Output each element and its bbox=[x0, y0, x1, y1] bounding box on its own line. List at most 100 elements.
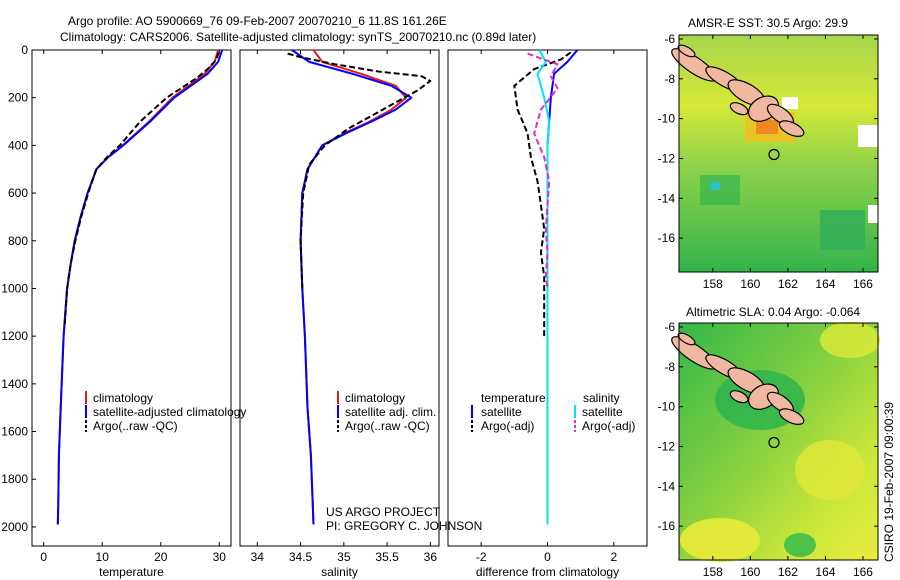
salinity-plot-area: 34 34.5 35 35.5 36 salinity bbox=[251, 49, 438, 579]
x-tick-label: 166 bbox=[853, 277, 873, 291]
y-tick-label: -10 bbox=[658, 112, 676, 126]
legend-temperature-argo-label: Argo(-adj) bbox=[481, 419, 534, 433]
sla-high-patch bbox=[680, 518, 760, 562]
sst-cool-patch bbox=[820, 210, 865, 250]
temperature-axes bbox=[31, 49, 232, 547]
y-tick-label: 1200 bbox=[1, 329, 28, 343]
sst-map-title: AMSR-E SST: 30.5 Argo: 29.9 bbox=[688, 16, 848, 30]
x-tick-label: 164 bbox=[815, 565, 835, 579]
legend-climatology-label: climatology bbox=[345, 391, 405, 405]
x-tick-label: 2 bbox=[610, 550, 617, 564]
y-tick-label: 1400 bbox=[1, 377, 28, 391]
series-line-salinity-satellite bbox=[536, 49, 551, 525]
x-tick-label: 0 bbox=[40, 550, 47, 564]
argo-float-position-marker bbox=[768, 148, 780, 161]
x-tick-label: 34.5 bbox=[289, 550, 313, 564]
island-shape bbox=[729, 390, 749, 404]
sla-map-frame bbox=[678, 322, 879, 561]
x-tick-label: 34 bbox=[251, 550, 265, 564]
sst-map-panel: AMSR-E SST: 30.5 Argo: 29.9 158 160 162 164… bbox=[658, 16, 879, 291]
legend-satellite-label: satellite-adjusted climatology bbox=[93, 405, 246, 419]
x-tick-label: 162 bbox=[778, 277, 798, 291]
island-shape bbox=[677, 44, 696, 58]
temperature-legend: climatology satellite-adjusted climatolo… bbox=[85, 391, 246, 433]
y-tick-label: -14 bbox=[658, 479, 676, 493]
legend-temperature-heading: temperature bbox=[481, 391, 546, 405]
sla-high-patch bbox=[795, 440, 865, 500]
series-line-climatology bbox=[299, 49, 408, 525]
sst-missing-patch bbox=[782, 97, 798, 109]
series-line-argo-raw-qc bbox=[287, 52, 432, 289]
legend-argo-label: Argo(..raw -QC) bbox=[345, 419, 430, 433]
island-shape bbox=[778, 120, 805, 137]
y-tick-label: -12 bbox=[658, 151, 676, 165]
x-axis-label: temperature bbox=[99, 565, 164, 579]
legend-climatology-label: climatology bbox=[93, 391, 153, 405]
legend-argo-label: Argo(..raw -QC) bbox=[93, 419, 178, 433]
y-tick-label: 600 bbox=[8, 186, 28, 200]
sst-map-axes: 158 160 162 164 166 -6 -8 -10 -12 -14 -16 bbox=[658, 32, 878, 291]
y-tick-label: -14 bbox=[658, 191, 676, 205]
argo-float-position-marker bbox=[768, 436, 780, 449]
salinity-legend: climatology satellite adj. clim. Argo(..… bbox=[337, 391, 436, 433]
sst-cyan-patch bbox=[710, 182, 720, 190]
x-tick-label: 164 bbox=[815, 277, 835, 291]
legend-temperature-satellite-label: satellite bbox=[481, 405, 522, 419]
x-tick-label: 10 bbox=[96, 550, 110, 564]
sst-missing-patch bbox=[868, 205, 878, 223]
x-tick-label: 160 bbox=[740, 565, 760, 579]
sla-low-patch bbox=[784, 533, 816, 557]
sla-map-panel: Altimetric SLA: 0.04 Argo: -0.064 158 160… bbox=[658, 305, 880, 579]
island-shape bbox=[778, 408, 805, 425]
x-tick-label: 36 bbox=[424, 550, 438, 564]
x-tick-label: 35.5 bbox=[375, 550, 399, 564]
series-line-salinity-argo-adj bbox=[527, 52, 559, 289]
legend-salinity-satellite-label: satellite bbox=[582, 405, 623, 419]
sla-map-axes: 158 160 162 164 166 -6 -8 -10 -12 -14 -16 bbox=[658, 320, 878, 579]
y-tick-label: -6 bbox=[664, 320, 675, 334]
y-tick-label: -12 bbox=[658, 439, 676, 453]
y-tick-label: -16 bbox=[658, 519, 676, 533]
x-tick-label: 158 bbox=[703, 565, 723, 579]
y-tick-label: 200 bbox=[8, 91, 28, 105]
x-tick-label: -2 bbox=[476, 550, 487, 564]
x-tick-label: 162 bbox=[778, 565, 798, 579]
series-line-satellite-adjusted-climatology bbox=[56, 49, 224, 525]
y-tick-label: 1800 bbox=[1, 472, 28, 486]
x-tick-label: 20 bbox=[154, 550, 168, 564]
plot-timestamp: CSIRO 19-Feb-2007 09:00:39 bbox=[882, 402, 896, 562]
x-axis-label: salinity bbox=[321, 565, 358, 579]
y-tick-label: -8 bbox=[664, 72, 675, 86]
salinity-panel: 34 34.5 35 35.5 36 salinity climatology satel… bbox=[239, 49, 482, 579]
salinity-axes bbox=[239, 49, 440, 547]
sst-map-patches bbox=[700, 97, 878, 250]
legend-salinity-argo-label: Argo(-adj) bbox=[582, 419, 635, 433]
legend-satellite-label: satellite adj. clim. bbox=[345, 405, 436, 419]
y-tick-label: 400 bbox=[8, 138, 28, 152]
x-tick-label: 30 bbox=[213, 550, 227, 564]
difference-legend: temperature salinity satellite Argo(-adj… bbox=[471, 391, 635, 433]
sst-map-frame bbox=[678, 34, 879, 273]
sla-map-islands bbox=[671, 332, 805, 425]
sst-map-islands bbox=[671, 44, 805, 137]
series-line-temperature-argo-adj bbox=[513, 51, 572, 337]
x-tick-label: 35 bbox=[337, 550, 351, 564]
y-tick-label: 0 bbox=[21, 43, 28, 57]
island-shape bbox=[677, 332, 696, 346]
y-tick-label: -6 bbox=[664, 32, 675, 46]
x-axis-label: difference from climatology bbox=[476, 565, 619, 579]
y-tick-label: -8 bbox=[664, 360, 675, 374]
figure-title-line-1: Argo profile: AO 5900669_76 09-Feb-2007 … bbox=[68, 14, 447, 28]
y-tick-label: -10 bbox=[658, 400, 676, 414]
figure-title-line-2: Climatology: CARS2006. Satellite-adjuste… bbox=[60, 30, 536, 44]
sla-map-title: Altimetric SLA: 0.04 Argo: -0.064 bbox=[686, 305, 860, 319]
x-tick-label: 0 bbox=[544, 550, 551, 564]
series-line-argo-raw-qc bbox=[63, 52, 220, 325]
y-tick-label: 800 bbox=[8, 234, 28, 248]
series-line-temperature-satellite bbox=[546, 49, 579, 525]
x-tick-label: 160 bbox=[740, 277, 760, 291]
series-line-satellite-adj-clim bbox=[291, 49, 413, 525]
